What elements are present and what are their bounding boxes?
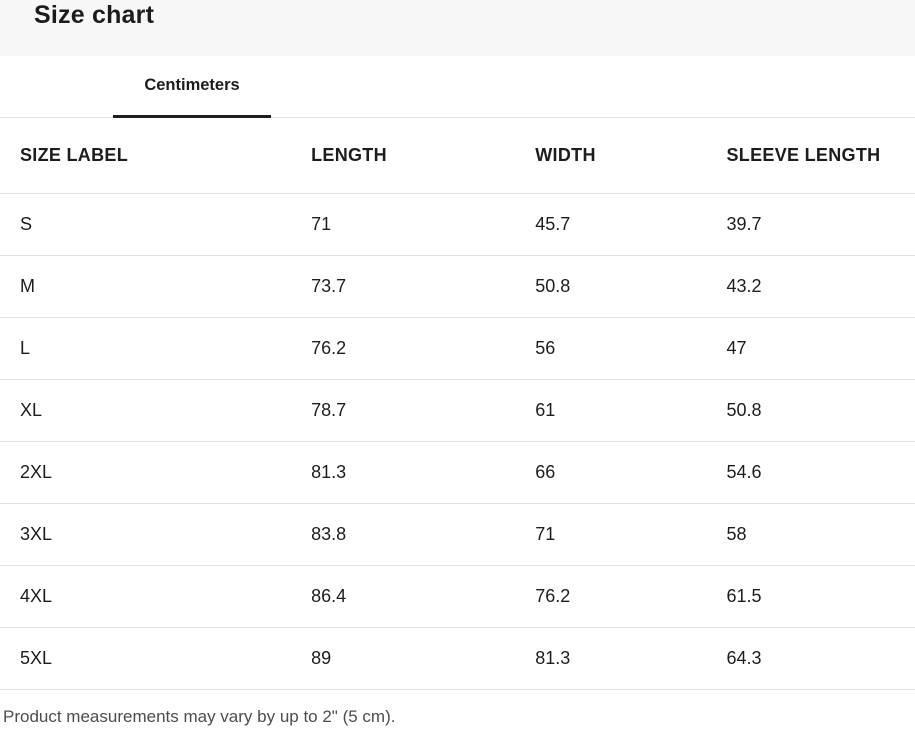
size-label-cell: 4XL: [0, 565, 312, 628]
sleeve-length-cell: 54.6: [726, 441, 915, 504]
width-cell: 81.3: [535, 627, 727, 690]
length-cell: 78.7: [311, 379, 536, 442]
column-header: SIZE LABEL: [0, 118, 312, 194]
table-row: M 73.7 50.8 43.2: [0, 255, 915, 318]
table-row: 4XL 86.4 76.2 61.5: [0, 565, 915, 628]
size-chart-table: SIZE LABEL LENGTH WIDTH SLEEVE LENGTH S 71 45…: [0, 118, 915, 690]
measurement-disclaimer: Product measurements may vary by up to 2…: [3, 706, 396, 726]
length-cell: 73.7: [311, 255, 536, 318]
table-row: 3XL 83.8 71 58: [0, 503, 915, 566]
table-row: XL 78.7 61 50.8: [0, 379, 915, 442]
sleeve-length-cell: 47: [726, 317, 915, 380]
table-row: 2XL 81.3 66 54.6: [0, 441, 915, 504]
width-cell: 45.7: [535, 193, 727, 256]
table-row: L 76.2 56 47: [0, 317, 915, 380]
length-cell: 86.4: [311, 565, 536, 628]
length-cell: 76.2: [311, 317, 536, 380]
length-cell: 89: [311, 627, 536, 690]
size-label-cell: 3XL: [0, 503, 312, 566]
table-row: S 71 45.7 39.7: [0, 193, 915, 256]
sleeve-length-cell: 39.7: [726, 193, 915, 256]
title-band: Size chart: [0, 0, 915, 56]
page-title: Size chart: [34, 1, 155, 29]
sleeve-length-cell: 61.5: [726, 565, 915, 628]
width-cell: 66: [535, 441, 727, 504]
width-cell: 71: [535, 503, 727, 566]
width-cell: 50.8: [535, 255, 727, 318]
unit-tab-bar: Centimeters: [0, 56, 915, 118]
sleeve-length-cell: 58: [726, 503, 915, 566]
size-label-cell: 5XL: [0, 627, 312, 690]
column-header: WIDTH: [535, 118, 727, 194]
size-chart-table-body: S 71 45.7 39.7 M 73.7 50.8 43.2 L 76.2 56 47 XL 78.7 6…: [0, 193, 915, 690]
width-cell: 61: [535, 379, 727, 442]
width-cell: 76.2: [535, 565, 727, 628]
length-cell: 71: [311, 193, 536, 256]
size-chart-table-header: SIZE LABEL LENGTH WIDTH SLEEVE LENGTH: [0, 118, 915, 194]
size-label-cell: M: [0, 255, 312, 318]
sleeve-length-cell: 43.2: [726, 255, 915, 318]
tab-centimeters[interactable]: Centimeters: [113, 56, 271, 118]
length-cell: 81.3: [311, 441, 536, 504]
length-cell: 83.8: [311, 503, 536, 566]
table-row: 5XL 89 81.3 64.3: [0, 627, 915, 690]
column-header: LENGTH: [311, 118, 536, 194]
sleeve-length-cell: 50.8: [726, 379, 915, 442]
size-label-cell: S: [0, 193, 312, 256]
size-label-cell: XL: [0, 379, 312, 442]
size-label-cell: 2XL: [0, 441, 312, 504]
header-row: SIZE LABEL LENGTH WIDTH SLEEVE LENGTH: [0, 118, 915, 194]
sleeve-length-cell: 64.3: [726, 627, 915, 690]
size-label-cell: L: [0, 317, 312, 380]
width-cell: 56: [535, 317, 727, 380]
column-header: SLEEVE LENGTH: [726, 118, 915, 194]
